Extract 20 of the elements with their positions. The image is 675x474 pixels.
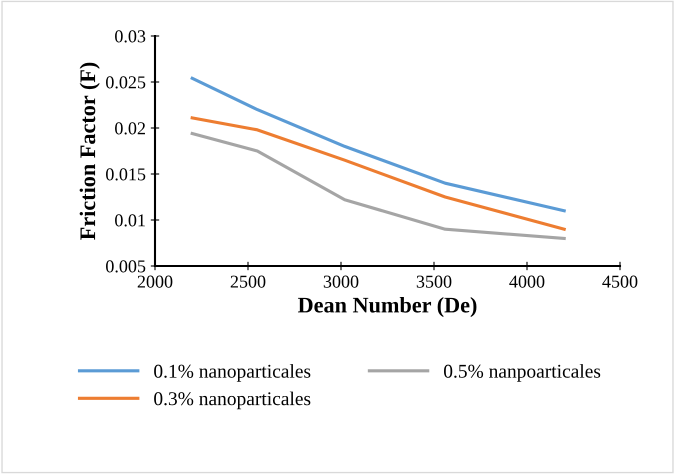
- line-series: [190, 116, 566, 231]
- y-tick-label: 0.025: [106, 76, 146, 89]
- x-tick-label: 4000: [509, 276, 544, 288]
- x-tick-label: 4500: [602, 276, 638, 288]
- y-tick-label: 0.015: [106, 168, 146, 181]
- y-tick-label: 0.02: [115, 122, 145, 135]
- line-series: [190, 76, 566, 212]
- x-tick-label: 3000: [324, 276, 358, 288]
- legend-label: 0.3% nanoparticales: [154, 392, 310, 410]
- x-tick-label: 2500: [230, 276, 266, 288]
- line-series: [190, 132, 566, 240]
- legend-label: 0.1% nanoparticales: [154, 364, 310, 382]
- x-axis-title: Dean Number (De): [298, 296, 476, 318]
- y-tick-label: 0.01: [115, 214, 145, 227]
- y-tick-label: 0.005: [106, 260, 146, 273]
- legend-label: 0.5% nanpoarticales: [444, 364, 600, 382]
- x-tick-label: 3500: [416, 276, 452, 288]
- y-axis-title: Friction Factor (F): [80, 62, 100, 240]
- x-tick-label: 2000: [138, 276, 172, 288]
- y-tick-label: 0.03: [115, 30, 146, 43]
